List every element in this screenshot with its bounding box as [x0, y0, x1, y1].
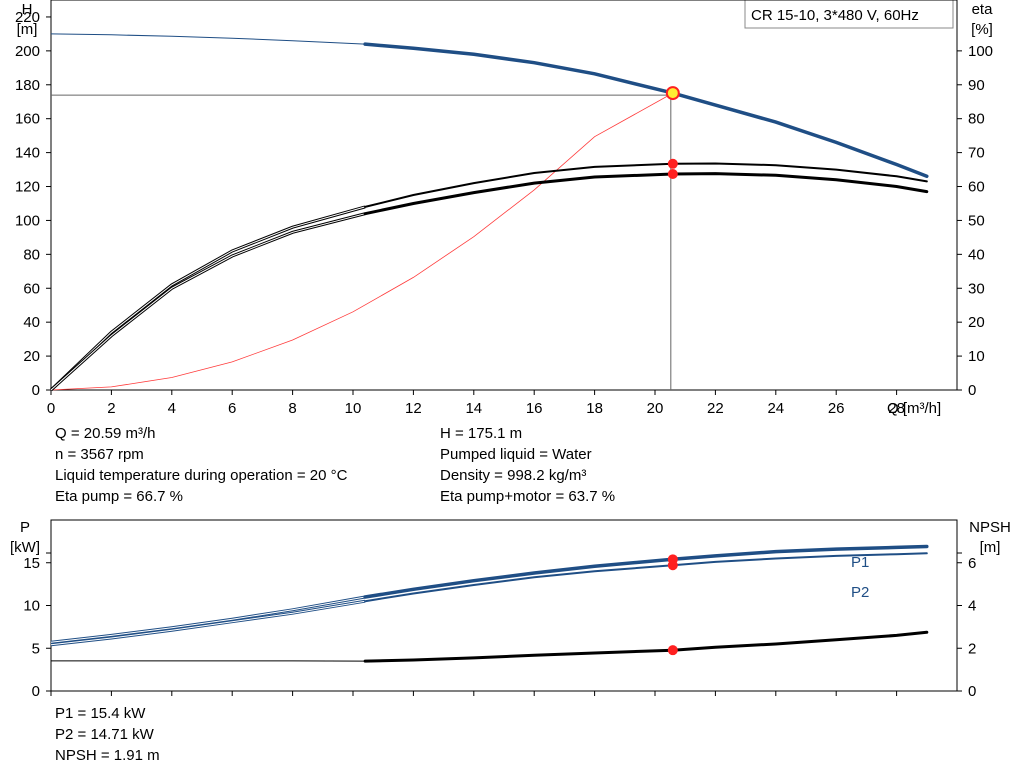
y-left-tick-label: 200 [15, 43, 40, 60]
y-right-tick-label: 20 [968, 314, 985, 331]
y-left-tick-label: 220 [15, 9, 40, 26]
legend-box [744, 0, 954, 29]
eta-pump-line-thin-inner [50, 206, 366, 391]
y-left-tick-label: 80 [23, 246, 40, 263]
npsh-line [363, 630, 929, 663]
eta-pump-line-thin [49, 205, 366, 392]
y-right-tick-label: 40 [968, 246, 985, 263]
power-info: P1 = 15.4 kW P2 = 14.71 kW NPSH = 1.91 m [55, 703, 160, 766]
y-right-label-top-1: eta [972, 1, 994, 18]
x-tick-label: 12 [405, 400, 422, 417]
eta-pump-motor-line-thin [49, 212, 366, 392]
info-npsh: NPSH = 1.91 m [55, 747, 160, 764]
info-pumped-liquid: Pumped liquid = Water [440, 446, 592, 463]
system-curve-line [50, 92, 673, 391]
y-left-tick-label-bottom: 0 [32, 683, 40, 700]
y-left-tick-label: 180 [15, 77, 40, 94]
y-right-tick-label-bottom: 4 [968, 598, 976, 615]
x-tick-label: 20 [647, 400, 664, 417]
y-right-tick-label: 90 [968, 77, 985, 94]
info-head: H = 175.1 m [440, 425, 523, 442]
x-tick-label: 6 [228, 400, 236, 417]
x-tick-label: 0 [47, 400, 55, 417]
x-tick-label: 18 [586, 400, 603, 417]
duty-point-eta-total-marker [667, 168, 678, 179]
x-tick-label: 28 [888, 400, 905, 417]
x-tick-label: 14 [465, 400, 482, 417]
p1-line-thin-inner [50, 596, 366, 643]
x-axis-label: Q [m³/h] [887, 400, 941, 417]
y-left-label-bottom-1: P [20, 519, 30, 536]
duty-info-right: H = 175.1 m Pumped liquid = Water Densit… [440, 423, 615, 507]
y-left-tick-label: 160 [15, 111, 40, 128]
y-left-tick-label: 0 [32, 382, 40, 399]
y-right-label-top-2: [%] [971, 21, 993, 38]
eta-pump-line [364, 162, 928, 208]
x-tick-label: 24 [767, 400, 784, 417]
info-speed: n = 3567 rpm [55, 446, 144, 463]
y-right-tick-label: 60 [968, 179, 985, 196]
y-right-label-bottom-2: [m] [980, 539, 1001, 556]
legend-box-text: CR 15-10, 3*480 V, 60Hz [751, 7, 919, 24]
info-density: Density = 998.2 kg/m³ [440, 467, 587, 484]
x-tick-label: 22 [707, 400, 724, 417]
y-left-label-top-1: H [22, 1, 33, 18]
y-left-tick-label: 120 [15, 179, 40, 196]
info-p2: P2 = 14.71 kW [55, 726, 154, 743]
p1-series-label: P1 [851, 554, 869, 571]
y-left-tick-label: 100 [15, 212, 40, 229]
y-right-tick-label: 0 [968, 382, 976, 399]
p1-line-thin [50, 595, 366, 644]
y-left-tick-label: 60 [23, 280, 40, 297]
y-left-tick-label-bottom: 15 [23, 555, 40, 572]
y-right-tick-label: 70 [968, 145, 985, 162]
y-left-tick-label-bottom: 5 [32, 640, 40, 657]
x-tick-label: 8 [288, 400, 296, 417]
info-p1: P1 = 15.4 kW [55, 705, 146, 722]
p2-line-thin-inner [50, 600, 366, 646]
y-left-tick-label: 40 [23, 314, 40, 331]
x-tick-label: 2 [107, 400, 115, 417]
y-right-tick-label: 50 [968, 212, 985, 229]
head-line-thin [50, 33, 366, 45]
top-plot-frame [50, 0, 958, 391]
y-left-label-bottom-2: [kW] [10, 539, 40, 556]
duty-point-npsh-marker [667, 645, 678, 656]
eta-pump-motor-line [363, 172, 929, 216]
y-right-label-bottom-1: NPSH [969, 519, 1011, 536]
duty-point-p2-marker [667, 560, 678, 571]
bottom-plot-frame [50, 519, 958, 692]
info-liquid-temperature: Liquid temperature during operation = 20… [55, 467, 348, 484]
y-left-tick-label-bottom: 10 [23, 598, 40, 615]
head-line [363, 42, 929, 179]
x-tick-label: 16 [526, 400, 543, 417]
y-left-label-top-2: [m] [17, 21, 38, 38]
y-left-tick-label: 20 [23, 348, 40, 365]
y-right-tick-label-bottom: 2 [968, 640, 976, 657]
x-tick-label: 4 [168, 400, 176, 417]
y-right-tick-label-bottom: 6 [968, 555, 976, 572]
x-tick-label: 26 [828, 400, 845, 417]
duty-point-head-marker [665, 86, 680, 101]
eta-pump-motor-line-thin-inner [50, 213, 366, 391]
y-right-tick-label: 10 [968, 348, 985, 365]
y-right-tick-label: 80 [968, 111, 985, 128]
y-right-tick-label: 30 [968, 280, 985, 297]
x-tick-label: 10 [345, 400, 362, 417]
info-eta-total: Eta pump+motor = 63.7 % [440, 488, 616, 505]
info-flow: Q = 20.59 m³/h [55, 425, 156, 442]
y-right-tick-label-bottom: 0 [968, 683, 976, 700]
info-eta-pump: Eta pump = 66.7 % [55, 488, 183, 505]
duty-info-left: Q = 20.59 m³/h n = 3567 rpm Liquid tempe… [55, 423, 347, 507]
duty-point-eta-pump-marker [667, 158, 678, 169]
y-left-tick-label: 140 [15, 145, 40, 162]
y-right-tick-label: 100 [968, 43, 993, 60]
p2-series-label: P2 [851, 584, 869, 601]
